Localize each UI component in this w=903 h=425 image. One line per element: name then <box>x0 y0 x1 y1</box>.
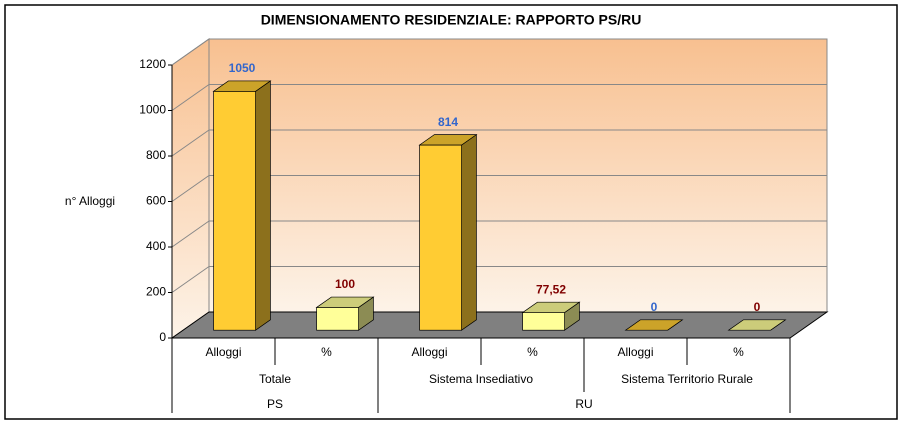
bar <box>213 90 256 331</box>
x-tick-label: Alloggi <box>411 345 447 359</box>
x-tick-label: % <box>527 345 538 359</box>
x-tick-label: % <box>321 345 332 359</box>
bar-top <box>521 301 581 313</box>
bar-top <box>727 319 787 331</box>
chart-title: DIMENSIONAMENTO RESIDENZIALE: RAPPORTO P… <box>261 12 642 28</box>
subgroup-label: Sistema Insediativo <box>429 372 533 386</box>
grid-line <box>171 220 210 248</box>
y-tick-label: 600 <box>146 194 166 208</box>
value-label: 77,52 <box>536 282 566 296</box>
grid-line <box>171 84 210 111</box>
x-tick-label: % <box>733 345 744 359</box>
y-tick-label: 200 <box>146 285 166 299</box>
bar-side <box>255 80 271 331</box>
value-label: 100 <box>335 277 355 291</box>
subgroup-label: Sistema Territorio Rurale <box>621 372 753 386</box>
x-tick-label: Alloggi <box>205 345 241 359</box>
grid-line <box>171 175 210 202</box>
y-axis-label: n° Alloggi <box>65 194 115 208</box>
bar-top <box>212 80 272 92</box>
y-tick-label: 1200 <box>139 57 166 71</box>
value-label: 0 <box>651 300 658 314</box>
grid-line <box>171 266 210 293</box>
grid-line <box>171 129 210 157</box>
grid-line <box>171 38 210 66</box>
value-label: 0 <box>754 300 761 314</box>
value-label: 814 <box>438 115 458 129</box>
y-tick-label: 0 <box>159 330 166 344</box>
bar <box>316 307 359 331</box>
bar-top <box>418 134 478 146</box>
y-tick-label: 400 <box>146 239 166 253</box>
bar-top <box>315 296 375 308</box>
bar <box>522 312 565 331</box>
bar <box>419 144 462 331</box>
group-label: RU <box>575 397 592 411</box>
group-label: PS <box>267 397 283 411</box>
value-label: 1050 <box>229 61 256 75</box>
bar-side <box>461 133 477 331</box>
subgroup-label: Totale <box>259 372 291 386</box>
bar-top <box>624 319 684 331</box>
x-tick-label: Alloggi <box>617 345 653 359</box>
y-tick-label: 1000 <box>139 103 166 117</box>
y-tick-label: 800 <box>146 148 166 162</box>
